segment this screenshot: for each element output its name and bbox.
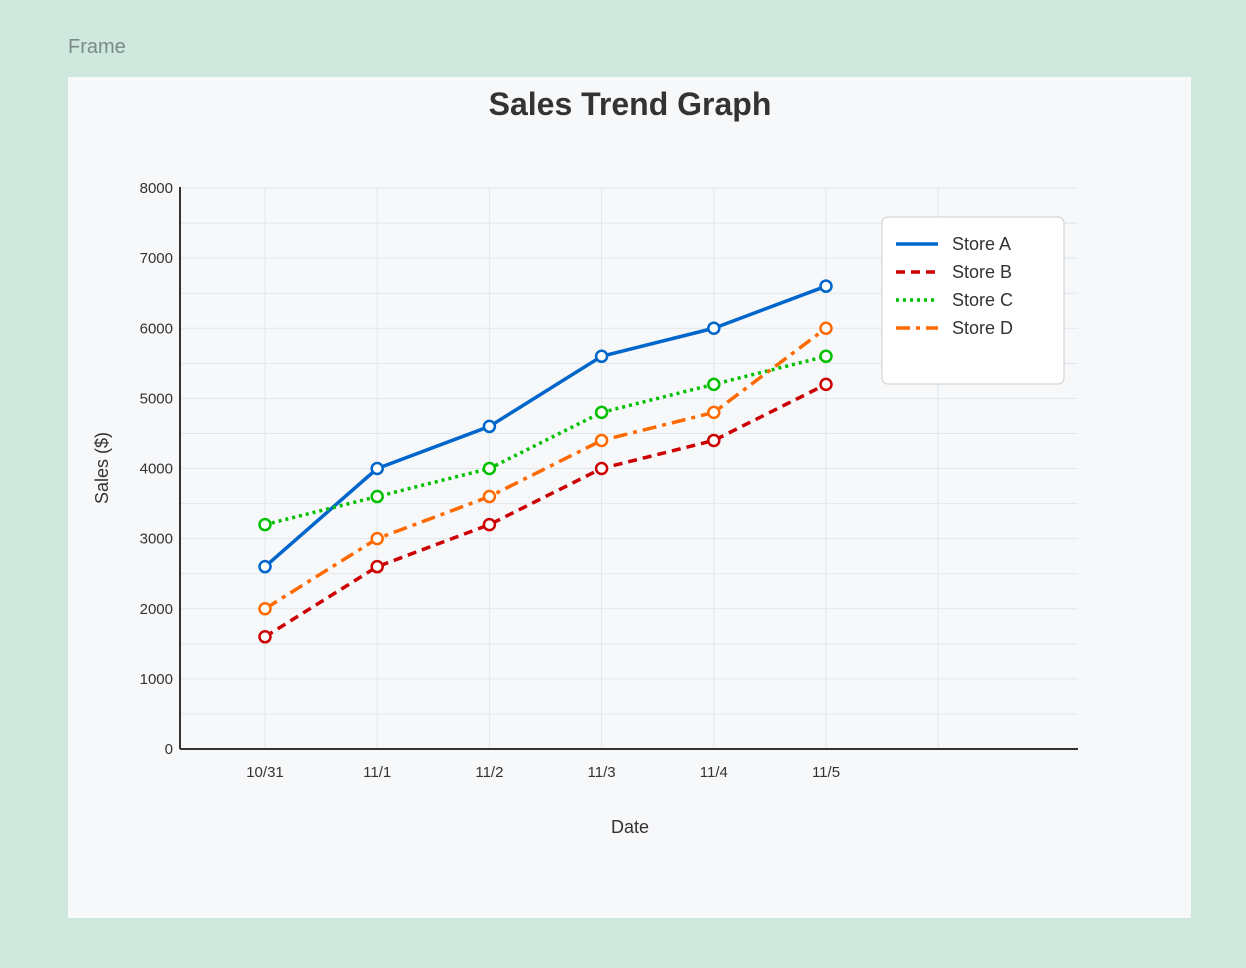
data-point: [707, 433, 721, 448]
chart-title: Sales Trend Graph: [489, 86, 772, 122]
y-tick-label: 8000: [140, 180, 173, 197]
legend-entry: Store B: [952, 262, 1012, 282]
legend: Store A Store B Store C Store D: [881, 216, 1065, 385]
y-tick-label: 7000: [140, 250, 173, 267]
x-axis-label: Date: [611, 817, 649, 837]
data-point: [482, 517, 497, 532]
data-point: [258, 559, 272, 574]
y-tick-label: 1000: [140, 671, 173, 688]
series-line: [263, 284, 827, 568]
sales-chart: Sales Trend Graph 0 1000 2000 3000 4000 5000 6…: [92, 86, 1078, 837]
chart-panel: Sales Trend Graph 0 1000 2000 3000 4000 5000 6…: [68, 77, 1191, 918]
data-point: [258, 602, 272, 616]
y-tick-label: 6000: [140, 320, 173, 337]
series-line: [264, 354, 827, 527]
data-point: [819, 349, 833, 364]
data-point: [707, 377, 721, 392]
data-point: [707, 405, 721, 420]
data-point: [594, 461, 609, 476]
x-tick-label: 11/4: [700, 764, 728, 781]
x-tick-label: 11/2: [475, 764, 503, 781]
series-group: [258, 279, 833, 644]
data-point: [482, 461, 497, 476]
data-point: [370, 531, 384, 546]
data-point: [819, 279, 833, 293]
data-point: [482, 489, 497, 504]
legend-entry: Store D: [952, 318, 1013, 338]
series-store-d: [258, 321, 833, 616]
series-store-a: [258, 279, 833, 574]
frame-label: Frame: [68, 36, 126, 58]
y-tick-label: 5000: [140, 390, 173, 407]
x-tick-label: 10/31: [246, 764, 284, 781]
data-point: [819, 377, 833, 392]
data-point: [370, 489, 384, 504]
series-store-c: [258, 349, 833, 532]
legend-box: [881, 216, 1065, 385]
series-line: [264, 326, 828, 611]
y-axis-label: Sales ($): [92, 432, 112, 504]
x-tick-labels: 10/31 11/1 11/2 11/3 11/4 11/5: [246, 764, 840, 781]
data-point: [594, 405, 609, 420]
data-point: [258, 630, 272, 644]
axes: [179, 187, 1078, 750]
data-point: [707, 321, 721, 335]
legend-entry: Store C: [952, 290, 1013, 310]
y-tick-labels: 0 1000 2000 3000 4000 5000 6000 7000 8000: [140, 180, 173, 758]
data-point: [594, 349, 609, 364]
data-point: [370, 559, 384, 574]
data-point: [594, 433, 609, 448]
x-tick-label: 11/1: [363, 764, 391, 781]
x-tick-label: 11/3: [588, 764, 616, 781]
data-point: [258, 517, 272, 532]
y-tick-label: 0: [165, 741, 173, 758]
data-point: [370, 461, 384, 476]
series-line: [264, 382, 827, 639]
y-tick-label: 3000: [140, 531, 173, 548]
data-point: [819, 321, 833, 335]
series-store-b: [258, 377, 833, 644]
y-tick-label: 4000: [140, 461, 173, 478]
x-tick-label: 11/5: [812, 764, 840, 781]
y-tick-label: 2000: [140, 601, 173, 618]
legend-entry: Store A: [952, 234, 1011, 254]
data-point: [482, 419, 497, 434]
